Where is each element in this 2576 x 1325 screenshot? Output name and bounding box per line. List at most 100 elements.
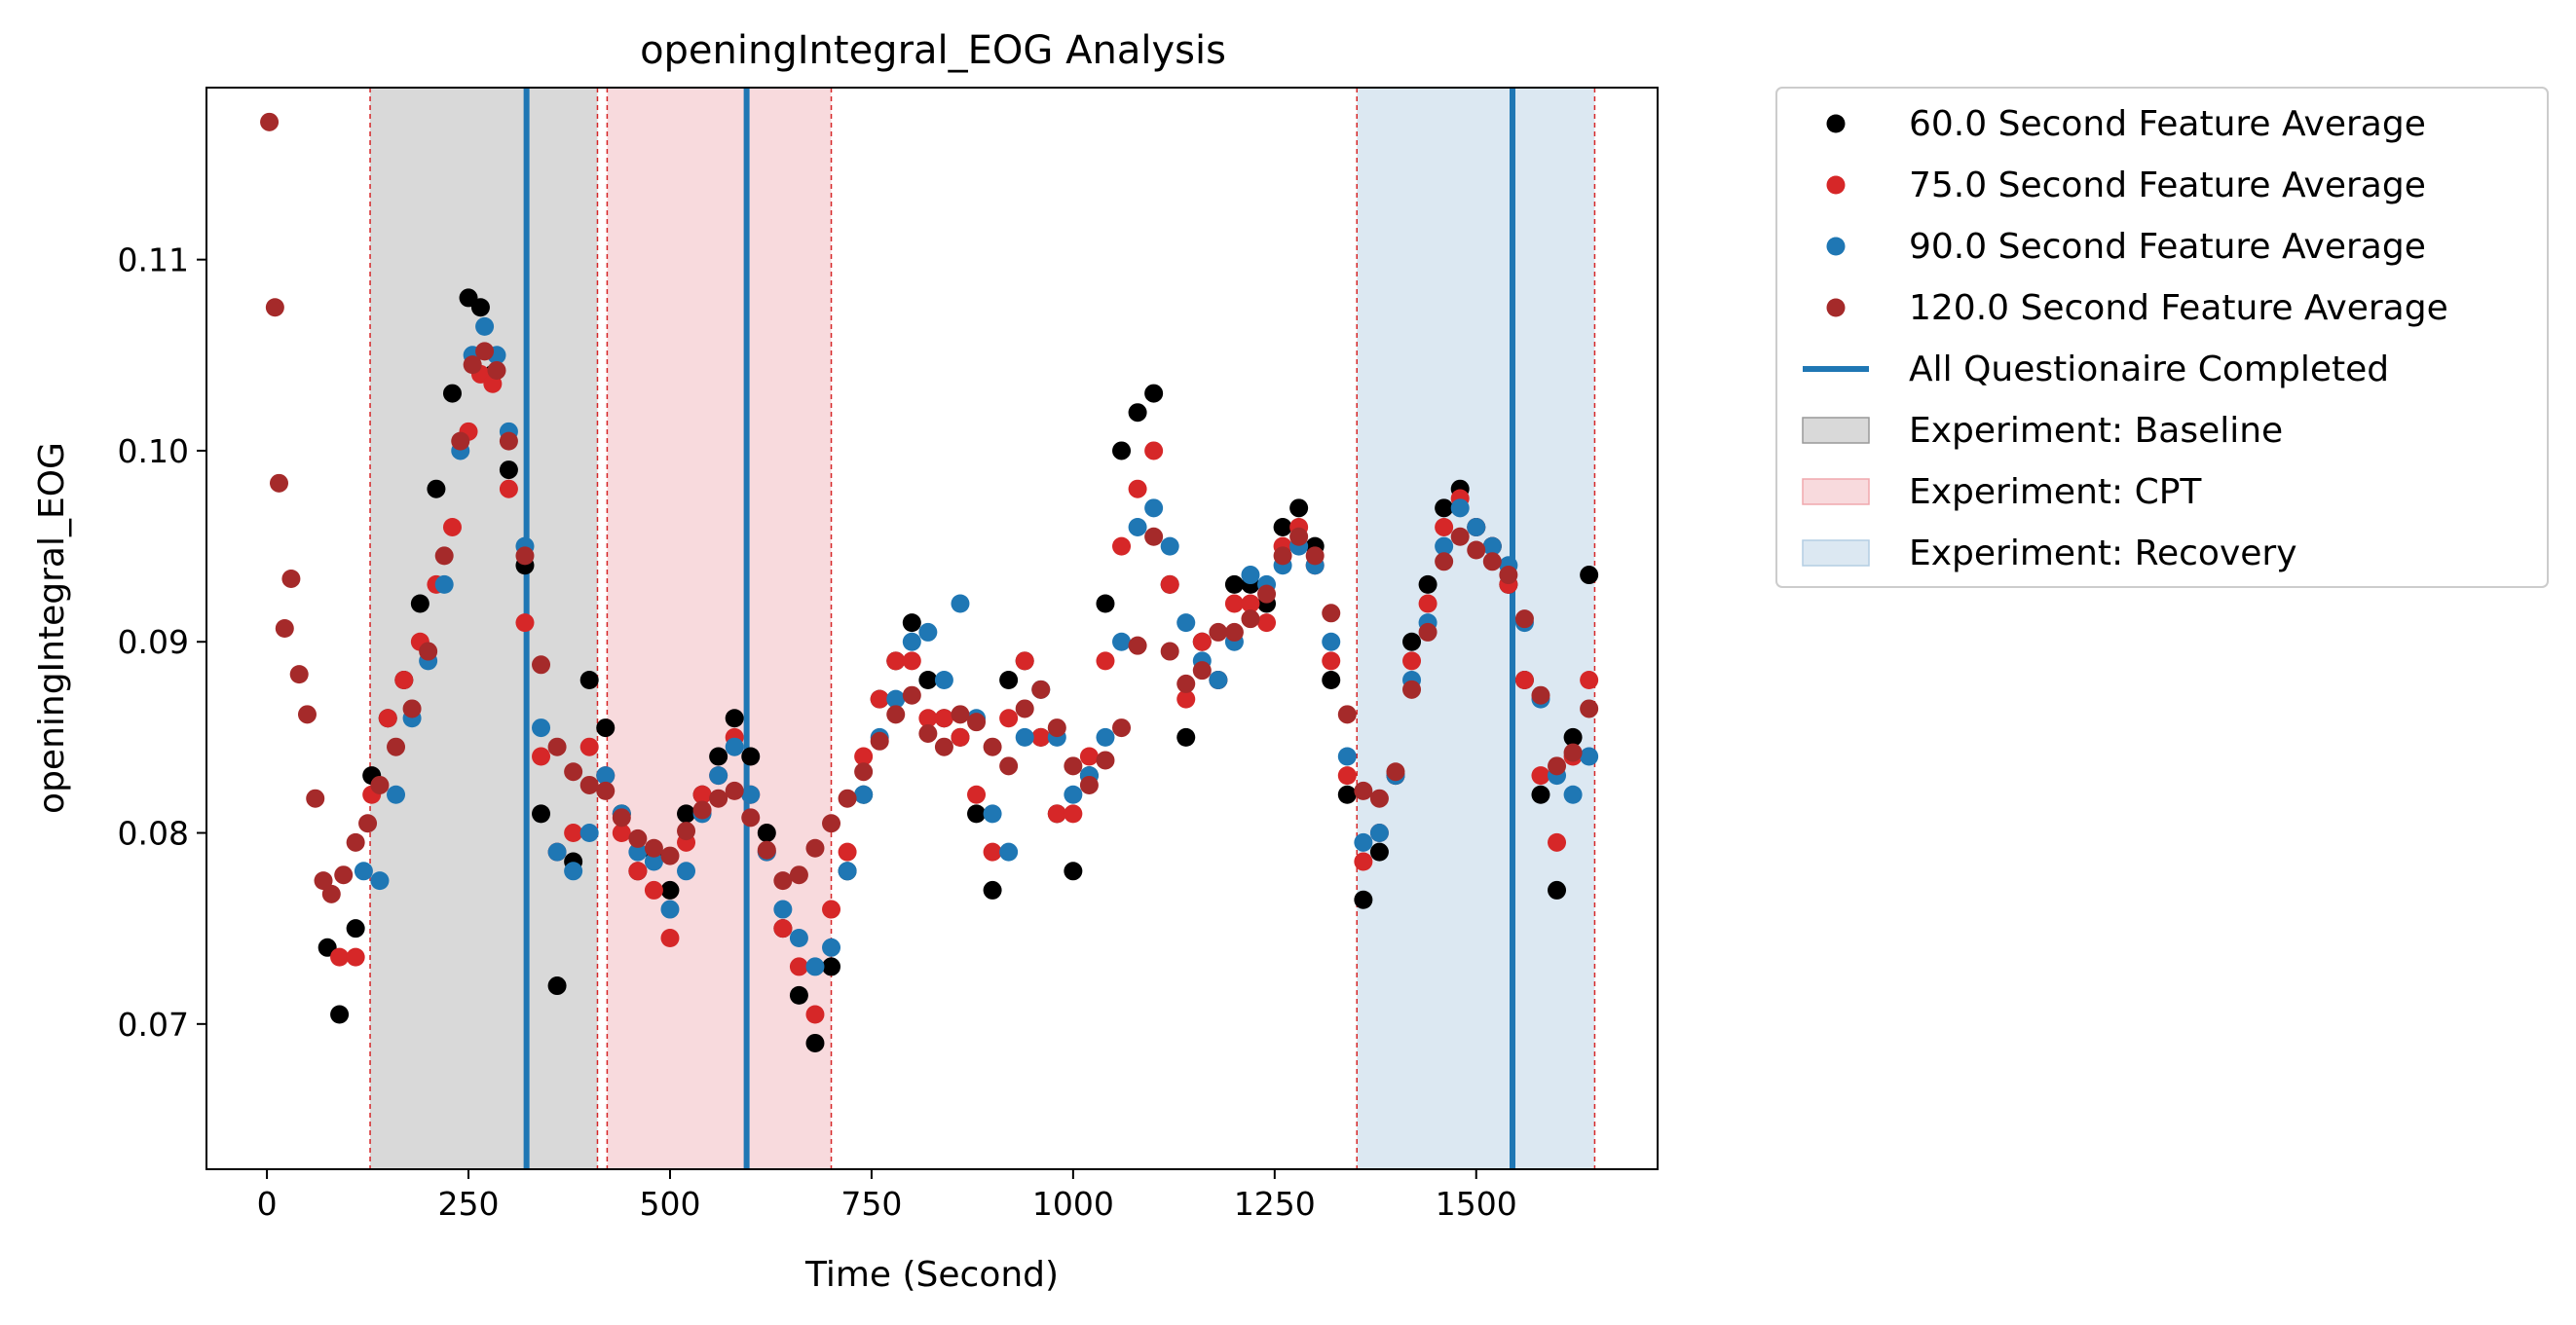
series-2-point — [725, 737, 744, 756]
series-2-point — [805, 957, 825, 976]
series-1-point — [1064, 804, 1083, 824]
series-3-point — [564, 762, 583, 782]
series-3-point — [902, 685, 921, 705]
series-2-point — [838, 862, 857, 881]
series-3-point — [1096, 751, 1115, 770]
series-1-point — [564, 824, 583, 843]
series-1-point — [967, 785, 987, 804]
series-1-point — [1192, 632, 1212, 651]
series-3-point — [387, 737, 406, 756]
series-3-point — [532, 655, 551, 675]
series-3-point — [1499, 566, 1518, 585]
series-3-point — [1079, 775, 1099, 794]
series-3-point — [1209, 622, 1228, 642]
series-3-point — [934, 737, 953, 756]
series-3-point — [1482, 552, 1502, 571]
series-0-point — [902, 613, 921, 633]
series-3-point — [692, 800, 712, 820]
series-0-point — [1402, 632, 1422, 651]
series-1-point — [1548, 832, 1567, 852]
series-3-point — [1418, 622, 1437, 642]
series-0-point — [499, 460, 518, 480]
series-3-point — [275, 619, 294, 638]
series-0-point — [1112, 441, 1132, 460]
series-1-point — [1224, 594, 1244, 613]
series-1-point — [999, 709, 1019, 728]
series-2-point — [1467, 517, 1486, 536]
series-3-point — [334, 865, 354, 885]
span-1 — [607, 88, 832, 1169]
series-3-point — [951, 705, 970, 724]
series-3-point — [1192, 661, 1212, 681]
series-0-point — [470, 298, 490, 317]
series-3-point — [999, 756, 1019, 776]
series-2-point — [854, 785, 874, 804]
legend-marker-2 — [1826, 237, 1846, 256]
series-0-point — [660, 880, 680, 900]
legend-marker-0 — [1826, 114, 1846, 133]
series-2-point — [1241, 566, 1260, 585]
series-3-point — [1369, 789, 1389, 808]
series-3-point — [270, 473, 288, 493]
series-2-point — [1176, 613, 1196, 633]
series-1-point — [378, 709, 397, 728]
series-3-point — [838, 789, 857, 808]
legend-patch-span-1 — [1802, 478, 1870, 505]
series-0-point — [1289, 498, 1309, 518]
series-3-point — [612, 808, 631, 828]
series-0-point — [532, 804, 551, 824]
series-3-point — [451, 431, 470, 451]
x-tick-label: 750 — [840, 1185, 902, 1223]
series-3-point — [402, 699, 422, 718]
x-tick-label: 1250 — [1234, 1185, 1316, 1223]
legend-label-1: 75.0 Second Feature Average — [1909, 166, 2426, 205]
series-2-point — [902, 632, 921, 651]
series-1-point — [1079, 747, 1099, 766]
series-1-point — [983, 842, 1002, 862]
series-3-point — [854, 762, 874, 782]
series-1-point — [1580, 670, 1599, 689]
series-0-point — [1337, 785, 1357, 804]
series-2-point — [773, 900, 793, 919]
series-0-point — [442, 384, 462, 403]
series-0-point — [1580, 566, 1599, 585]
series-1-point — [1531, 766, 1550, 786]
series-2-point — [1482, 536, 1502, 556]
series-3-point — [1112, 718, 1132, 738]
series-3-point — [281, 569, 301, 588]
series-3-point — [265, 298, 284, 317]
series-3-point — [297, 705, 317, 724]
series-0-point — [346, 919, 365, 939]
series-3-point — [1354, 781, 1373, 800]
series-2-point — [370, 871, 390, 891]
series-0-point — [1369, 842, 1389, 862]
series-1-point — [1112, 536, 1132, 556]
series-2-point — [1580, 747, 1599, 766]
series-3-point — [1289, 527, 1309, 546]
legend-label-questionnaire: All Questionaire Completed — [1909, 350, 2389, 389]
legend-patch-span-2 — [1802, 539, 1870, 567]
series-1-point — [870, 689, 889, 709]
series-2-point — [1435, 536, 1454, 556]
series-1-point — [612, 824, 631, 843]
series-3-point — [660, 846, 680, 865]
series-3-point — [358, 814, 378, 833]
series-3 — [260, 112, 1599, 903]
series-2-point — [983, 804, 1002, 824]
series-0-point — [1563, 727, 1583, 747]
series-3-point — [757, 840, 776, 860]
series-3-point — [1273, 546, 1292, 566]
chart-title: openingIntegral_EOG Analysis — [640, 28, 1226, 73]
series-3-point — [370, 775, 390, 794]
series-0-point — [789, 985, 808, 1005]
series-1-point — [773, 919, 793, 939]
series-1-point — [1257, 613, 1277, 633]
series-2-point — [387, 785, 406, 804]
x-tick-label: 250 — [438, 1185, 500, 1223]
series-2-point — [1064, 785, 1083, 804]
series-2-point — [1096, 727, 1115, 747]
y-tick-label: 0.08 — [118, 815, 189, 853]
series-2-point — [677, 862, 696, 881]
series-1-point — [1514, 670, 1534, 689]
series-2-point — [1112, 632, 1132, 651]
